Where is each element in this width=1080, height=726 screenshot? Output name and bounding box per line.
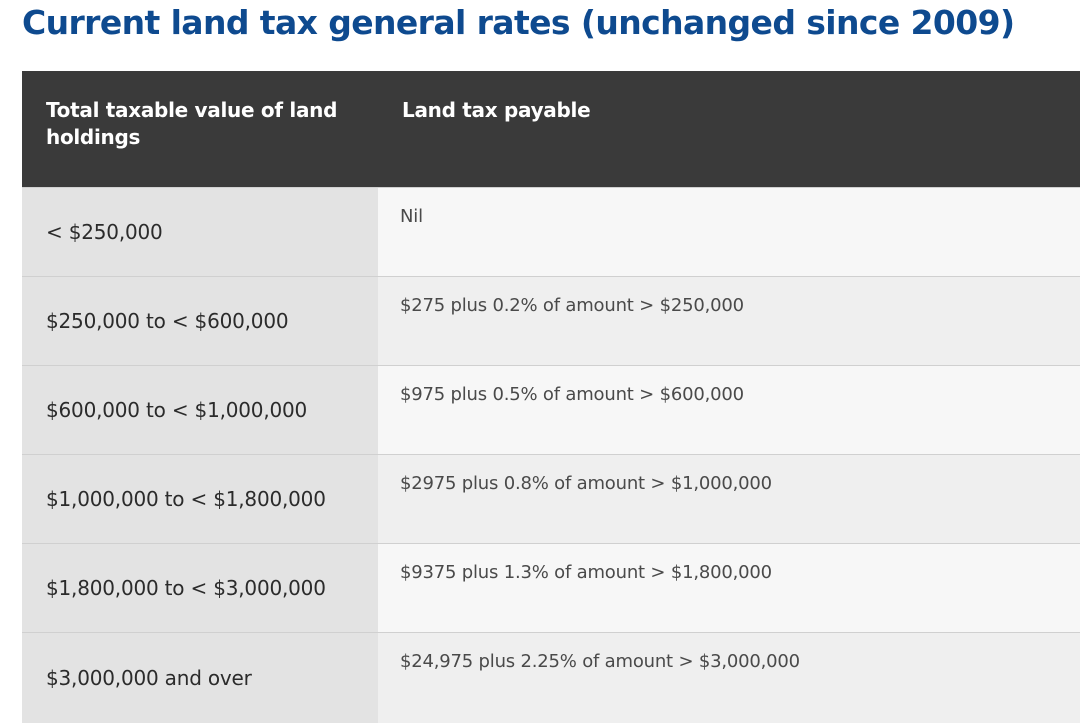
table-header: Total taxable value of land holdings Lan…: [22, 71, 1080, 187]
table-row: < $250,000 Nil: [22, 186, 1080, 276]
taxable-value-cell: $600,000 to < $1,000,000: [22, 364, 378, 454]
header-row: Total taxable value of land holdings Lan…: [22, 71, 1080, 187]
taxable-value-cell: < $250,000: [22, 186, 378, 276]
land-tax-payable-cell: $9375 plus 1.3% of amount > $1,800,000: [378, 542, 1080, 632]
table-body: < $250,000 Nil $250,000 to < $600,000 $2…: [22, 186, 1080, 723]
taxable-value-cell: $3,000,000 and over: [22, 631, 378, 723]
land-tax-payable-cell: Nil: [378, 186, 1080, 276]
table-row: $3,000,000 and over $24,975 plus 2.25% o…: [22, 631, 1080, 723]
land-tax-payable-cell: $975 plus 0.5% of amount > $600,000: [378, 364, 1080, 454]
table-row: $250,000 to < $600,000 $275 plus 0.2% of…: [22, 275, 1080, 365]
taxable-value-cell: $1,800,000 to < $3,000,000: [22, 542, 378, 632]
header-land-tax-payable: Land tax payable: [402, 98, 591, 122]
table-row: $600,000 to < $1,000,000 $975 plus 0.5% …: [22, 364, 1080, 454]
header-taxable-value: Total taxable value of land holdings: [46, 98, 338, 149]
page-title: Current land tax general rates (unchange…: [22, 3, 1015, 42]
land-tax-payable-cell: $24,975 plus 2.25% of amount > $3,000,00…: [378, 631, 1080, 723]
table-row: $1,800,000 to < $3,000,000 $9375 plus 1.…: [22, 542, 1080, 632]
land-tax-rates-table: Total taxable value of land holdings Lan…: [22, 71, 1080, 723]
land-tax-payable-cell: $275 plus 0.2% of amount > $250,000: [378, 275, 1080, 365]
taxable-value-cell: $1,000,000 to < $1,800,000: [22, 453, 378, 543]
land-tax-payable-cell: $2975 plus 0.8% of amount > $1,000,000: [378, 453, 1080, 543]
table-row: $1,000,000 to < $1,800,000 $2975 plus 0.…: [22, 453, 1080, 543]
taxable-value-cell: $250,000 to < $600,000: [22, 275, 378, 365]
